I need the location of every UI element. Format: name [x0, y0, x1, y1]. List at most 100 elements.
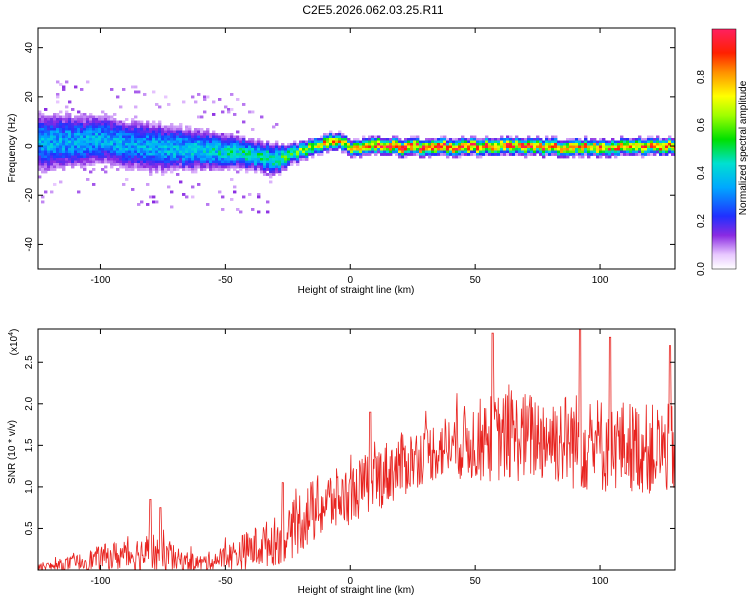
- heat-cell: [80, 113, 84, 116]
- heat-cell: [47, 158, 51, 161]
- heat-cell: [53, 135, 57, 139]
- heat-cell: [47, 165, 51, 169]
- heat-cell: [377, 138, 381, 141]
- heat-cell: [662, 153, 666, 156]
- heat-cell: [503, 148, 507, 151]
- heat-cell: [425, 140, 429, 144]
- heat-cell: [167, 128, 171, 131]
- heat-cell: [608, 155, 612, 159]
- heat-cell: [188, 168, 192, 171]
- heat-cell: [212, 143, 216, 146]
- heat-cell: [272, 143, 276, 146]
- heat-cell: [188, 128, 192, 131]
- heat-cell: [116, 133, 120, 136]
- heat-cell: [38, 133, 42, 136]
- heat-cell: [377, 143, 381, 146]
- heat-cell: [590, 138, 594, 141]
- heat-cell: [284, 148, 288, 151]
- heat-cell: [182, 158, 186, 161]
- heat-cell: [182, 133, 186, 136]
- heat-cell: [107, 160, 111, 164]
- heat-cell: [131, 138, 135, 141]
- heat-cell: [122, 125, 126, 129]
- heat-cell: [326, 143, 330, 146]
- heat-cell: [44, 108, 48, 111]
- heat-cell: [248, 138, 252, 141]
- heat-cell: [59, 155, 63, 159]
- heat-cell: [257, 163, 261, 166]
- heat-cell: [644, 150, 648, 154]
- heat-cell: [329, 148, 333, 151]
- heat-cell: [557, 150, 561, 154]
- heat-cell: [122, 143, 126, 146]
- heat-cell: [83, 113, 87, 116]
- heat-cell: [77, 120, 81, 124]
- heat-cell: [512, 145, 516, 149]
- heat-cell: [65, 118, 69, 121]
- heat-cell: [278, 168, 282, 171]
- heat-cell: [50, 123, 54, 126]
- heat-cell: [146, 153, 150, 156]
- heat-cell: [566, 148, 570, 151]
- heat-cell: [485, 135, 489, 139]
- heat-cell: [236, 155, 240, 159]
- heat-cell: [518, 143, 522, 146]
- heat-cell: [113, 140, 117, 144]
- heat-cell: [167, 185, 171, 189]
- heat-cell: [131, 148, 135, 151]
- heat-cell: [671, 138, 675, 141]
- heat-cell: [368, 140, 372, 144]
- heat-cell: [212, 158, 216, 161]
- heat-cell: [623, 145, 627, 149]
- heat-cell: [374, 135, 378, 139]
- heat-cell: [425, 150, 429, 154]
- heat-cell: [173, 133, 177, 136]
- heat-cell: [119, 155, 123, 159]
- heat-cell: [119, 128, 123, 131]
- heat-cell: [260, 115, 264, 119]
- heat-cell: [89, 125, 93, 129]
- heat-cell: [431, 148, 435, 151]
- heat-cell: [86, 80, 90, 84]
- heat-cell: [203, 148, 207, 151]
- heat-cell: [59, 135, 63, 139]
- heat-cell: [185, 128, 189, 131]
- heat-cell: [668, 135, 672, 139]
- heat-cell: [218, 163, 222, 166]
- heat-cell: [578, 145, 582, 149]
- heat-cell: [635, 140, 639, 144]
- heat-cell: [521, 140, 525, 144]
- heat-cell: [452, 150, 456, 154]
- heat-cell: [44, 115, 48, 119]
- heat-cell: [479, 145, 483, 149]
- heat-cell: [254, 160, 258, 164]
- heat-cell: [125, 155, 129, 159]
- heat-cell: [320, 143, 324, 146]
- heat-cell: [350, 140, 354, 144]
- heat-cell: [173, 158, 177, 161]
- heat-cell: [119, 148, 123, 151]
- heat-cell: [74, 135, 78, 139]
- heat-cell: [80, 148, 84, 151]
- heat-cell: [449, 138, 453, 141]
- heat-cell: [518, 145, 522, 149]
- heat-cell: [266, 158, 270, 161]
- heat-cell: [209, 160, 213, 164]
- heat-cell: [50, 128, 54, 131]
- heat-cell: [110, 163, 114, 166]
- heat-cell: [524, 138, 528, 141]
- heat-cell: [38, 148, 42, 151]
- heat-cell: [599, 148, 603, 151]
- heat-cell: [554, 135, 558, 139]
- heat-cell: [614, 145, 618, 149]
- heat-cell: [149, 168, 153, 171]
- heat-cell: [182, 140, 186, 144]
- heat-cell: [323, 148, 327, 151]
- heat-cell: [77, 145, 81, 149]
- heat-cell: [47, 128, 51, 131]
- heat-cell: [161, 148, 165, 151]
- heat-cell: [419, 140, 423, 144]
- heat-cell: [584, 145, 588, 149]
- heat-cell: [623, 148, 627, 151]
- heat-cell: [89, 148, 93, 151]
